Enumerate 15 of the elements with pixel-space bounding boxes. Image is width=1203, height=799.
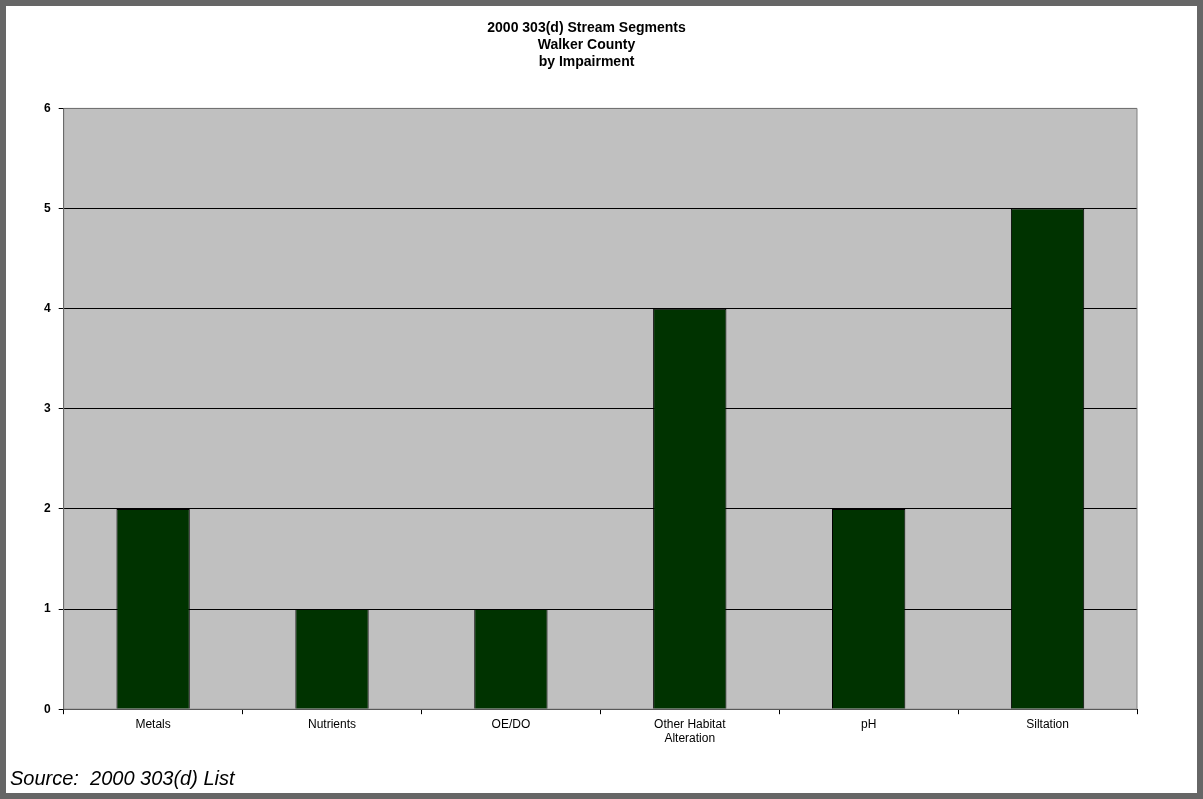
y-tick-label: 0 — [43, 701, 51, 716]
y-tick-label: 6 — [43, 100, 51, 115]
y-tick-label: 5 — [43, 200, 51, 215]
x-tick-label: Siltation — [1026, 716, 1069, 731]
y-tick-label: 3 — [43, 401, 51, 416]
y-tick-label: 4 — [43, 300, 51, 315]
x-tick-label: Nutrients — [307, 716, 357, 731]
chart-title: 2000 303(d) Stream Segments Walker County by Impairment — [487, 19, 686, 69]
y-tick-label: 1 — [43, 601, 51, 616]
x-tick-label: pH — [861, 716, 877, 731]
source-note: Source: 2000 303(d) List — [10, 766, 237, 789]
x-tick-label: OE/DO — [491, 716, 531, 731]
x-tick-label: Metals — [135, 716, 171, 731]
x-tick-label: Other Habitat Alteration — [654, 716, 727, 746]
y-tick-label: 2 — [43, 501, 51, 516]
